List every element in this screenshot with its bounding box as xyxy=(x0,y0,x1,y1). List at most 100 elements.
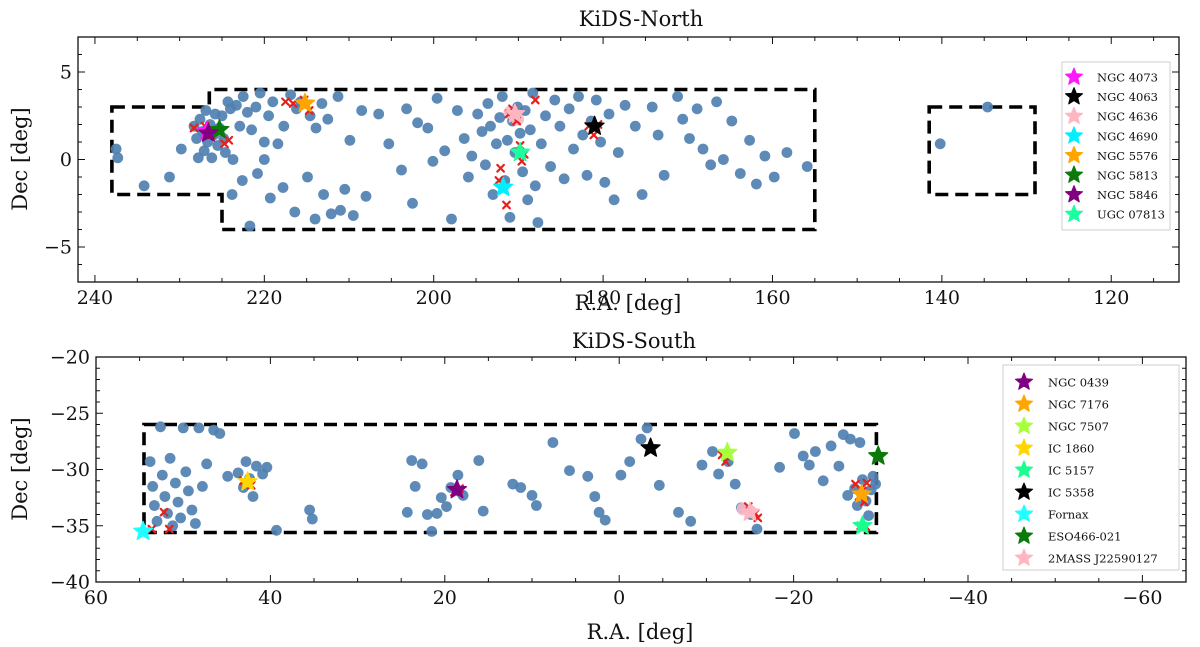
north-point-29 xyxy=(246,124,257,136)
north-point-130 xyxy=(705,159,717,171)
north-point-122 xyxy=(646,101,658,113)
north-point-97 xyxy=(524,124,536,136)
north-point-48 xyxy=(236,175,248,186)
north-point-68 xyxy=(412,117,423,129)
north-panel-background xyxy=(0,0,1200,322)
north-legend-label-2: NGC 4636 xyxy=(1097,110,1158,124)
north-point-103 xyxy=(545,161,556,172)
north-footprint-1 xyxy=(927,105,1037,197)
south-point-2 xyxy=(149,500,160,511)
south-legend-marker-2 xyxy=(1014,416,1034,434)
north-point-72 xyxy=(439,145,451,157)
north-star-ngc-5576 xyxy=(294,92,316,113)
north-legend-label-6: NGC 5846 xyxy=(1097,188,1158,202)
south-point-47 xyxy=(473,455,485,466)
north-point-63 xyxy=(373,108,385,120)
south-point-58 xyxy=(599,514,611,526)
south-point-13 xyxy=(177,422,189,434)
south-point-52 xyxy=(531,500,542,511)
south-footprints xyxy=(142,422,879,535)
north-point-77 xyxy=(466,150,478,162)
north-star-ngc-4690 xyxy=(493,176,514,197)
north-cross-0 xyxy=(189,123,199,133)
north-point-117 xyxy=(608,194,620,206)
south-star-eso466-021 xyxy=(868,445,889,465)
south-point-40 xyxy=(426,526,438,537)
south-point-74 xyxy=(774,461,785,473)
north-ytick-label-0: −5 xyxy=(44,237,72,259)
north-point-126 xyxy=(677,113,689,125)
south-star-ic-5157 xyxy=(852,515,873,535)
south-point-83 xyxy=(842,490,854,501)
north-point-118 xyxy=(612,147,624,158)
north-point-84 xyxy=(491,138,502,150)
south-legend-label-0: NGC 0439 xyxy=(1048,376,1109,390)
north-point-5 xyxy=(188,120,200,132)
south-xtick-label-5: −40 xyxy=(948,587,988,609)
north-point-66 xyxy=(401,103,412,115)
north-point-14 xyxy=(206,152,218,164)
north-star-ngc-4636 xyxy=(504,103,526,123)
south-point-15 xyxy=(183,485,194,497)
south-point-20 xyxy=(201,458,213,470)
south-legend-label-7: ESO466-021 xyxy=(1048,530,1122,544)
north-point-74 xyxy=(452,105,463,116)
south-point-34 xyxy=(306,513,318,525)
north-point-37 xyxy=(285,89,296,101)
south-legend-label-3: IC 1860 xyxy=(1048,442,1094,456)
south-ytick-label-0: −40 xyxy=(50,572,90,594)
north-legend-label-7: UGC 07813 xyxy=(1097,208,1165,222)
north-point-121 xyxy=(636,189,648,200)
north-ytick-label-2: 5 xyxy=(60,62,72,84)
south-point-90 xyxy=(863,510,874,521)
south-xtick-label-6: −60 xyxy=(1122,587,1162,609)
south-point-75 xyxy=(789,428,800,439)
north-legend-label-0: NGC 4073 xyxy=(1097,71,1158,85)
north-point-138 xyxy=(768,171,780,183)
north-point-98 xyxy=(527,87,539,99)
north-point-86 xyxy=(496,91,508,102)
south-point-22 xyxy=(214,428,226,439)
north-point-82 xyxy=(485,120,496,132)
north-point-89 xyxy=(504,211,516,223)
south-point-66 xyxy=(696,459,708,471)
south-point-26 xyxy=(240,456,252,467)
north-point-107 xyxy=(563,103,575,115)
north-point-79 xyxy=(476,126,488,137)
south-xtick-label-0: 60 xyxy=(84,587,108,609)
south-cross-12 xyxy=(851,479,860,489)
south-point-54 xyxy=(564,465,575,476)
south-stars xyxy=(133,437,889,541)
north-point-8 xyxy=(194,113,206,125)
south-point-60 xyxy=(624,456,636,467)
north-point-102 xyxy=(540,110,551,122)
south-point-50 xyxy=(515,482,527,493)
south-ticks: 60 40 20 0 −20 −40 −60 −40 −35 −30 −25 −20 xyxy=(50,347,1187,609)
north-legend-marker-0 xyxy=(1064,67,1084,85)
north-point-120 xyxy=(629,120,641,132)
north-point-132 xyxy=(718,154,729,165)
north-point-28 xyxy=(242,106,253,118)
south-legend-label-2: NGC 7507 xyxy=(1048,420,1109,434)
north-point-44 xyxy=(332,91,344,102)
north-legend-label-1: NGC 4063 xyxy=(1097,90,1158,104)
south-cross-1 xyxy=(159,507,169,517)
north-xtick-label-0: 240 xyxy=(77,287,113,309)
north-xtick-label-5: 140 xyxy=(924,287,960,309)
south-point-24 xyxy=(232,467,244,479)
south-point-17 xyxy=(190,518,201,529)
north-point-58 xyxy=(325,208,337,220)
north-point-83 xyxy=(487,189,499,200)
north-point-34 xyxy=(267,96,279,108)
south-ytick-label-1: −35 xyxy=(50,515,90,537)
north-legend-marker-6 xyxy=(1064,185,1084,203)
north-xlabel: R.A. [deg] xyxy=(575,291,682,315)
south-point-67 xyxy=(707,446,718,457)
north-point-101 xyxy=(535,138,547,150)
north-point-49 xyxy=(244,220,256,232)
north-point-129 xyxy=(697,143,709,155)
north-point-73 xyxy=(446,213,457,225)
north-point-57 xyxy=(318,189,329,200)
north-point-125 xyxy=(672,91,683,102)
south-point-45 xyxy=(452,469,464,481)
